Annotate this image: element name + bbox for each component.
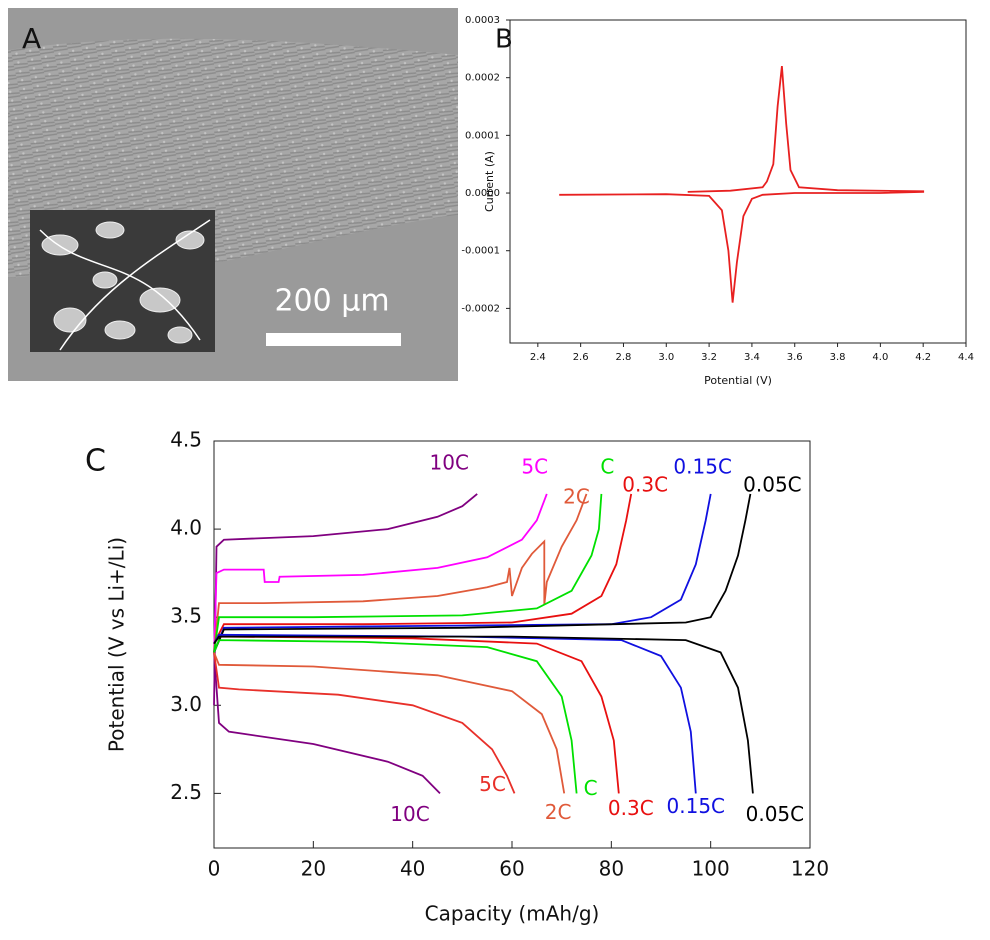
curve-label: 2C — [563, 484, 590, 508]
curve-label: 0.05C — [743, 472, 802, 496]
x-tick-label: 2.8 — [616, 352, 632, 363]
y-tick-label: 3.0 — [170, 692, 202, 716]
curve-label: 10C — [390, 802, 429, 826]
series-line — [213, 493, 548, 653]
curve-label: 0.05C — [746, 802, 805, 826]
x-tick-label: 3.2 — [701, 352, 717, 363]
x-tick-label: 0 — [208, 857, 221, 881]
y-tick-label: 0.0003 — [465, 15, 500, 26]
curve-label: 10C — [430, 450, 469, 474]
x-tick-label: 100 — [692, 857, 730, 881]
series-line — [213, 493, 603, 653]
curve-label: C — [600, 454, 614, 478]
x-tick-label: 4.2 — [915, 352, 931, 363]
x-axis-title: Capacity (mAh/g) — [425, 902, 600, 926]
curve-label: 0.15C — [673, 454, 732, 478]
series-line — [213, 639, 578, 794]
y-tick-label: -0.0001 — [461, 246, 500, 257]
y-tick-label: 3.5 — [170, 604, 202, 628]
series-line — [559, 66, 925, 303]
x-tick-label: 2.6 — [573, 352, 589, 363]
x-axis-title: Potential (V) — [704, 374, 772, 387]
curve-label: 0.15C — [667, 794, 726, 818]
series-line — [213, 652, 516, 794]
series-line — [213, 652, 441, 795]
series-line — [213, 652, 566, 794]
x-tick-label: 2.4 — [530, 352, 546, 363]
y-tick-label: 4.0 — [170, 516, 202, 540]
curve-label: 5C — [521, 454, 548, 478]
panel-label: A — [22, 22, 41, 55]
y-tick-label: 4.5 — [170, 428, 202, 452]
x-tick-label: 4.0 — [872, 352, 888, 363]
curve-label: 0.3C — [622, 472, 668, 496]
x-tick-label: 60 — [499, 857, 524, 881]
x-tick-label: 3.4 — [744, 352, 760, 363]
y-axis-title: Potential (V vs Li+/Li) — [105, 537, 129, 752]
x-tick-label: 3.0 — [658, 352, 674, 363]
curve-label: C — [584, 776, 598, 800]
series-line — [213, 635, 620, 794]
x-tick-label: 80 — [599, 857, 624, 881]
series-line — [213, 493, 712, 653]
series-line — [213, 635, 754, 794]
x-tick-label: 120 — [791, 857, 829, 881]
panel-label: C — [85, 444, 106, 479]
plot-frame — [509, 19, 967, 344]
x-tick-label: 4.4 — [958, 352, 974, 363]
sem-image — [8, 8, 458, 381]
x-tick-label: 3.6 — [787, 352, 803, 363]
x-tick-label: 20 — [301, 857, 326, 881]
scale-bar-label: 200 μm — [274, 284, 389, 319]
series-line — [213, 493, 752, 653]
series-line — [213, 493, 478, 706]
series-line — [213, 493, 588, 653]
curve-label: 0.3C — [608, 796, 654, 820]
series-line — [213, 493, 633, 645]
x-tick-label: 3.8 — [830, 352, 846, 363]
y-tick-label: -0.0002 — [461, 303, 500, 314]
y-tick-label: 0.0000 — [465, 188, 500, 199]
y-tick-label: 2.5 — [170, 780, 202, 804]
series-line — [213, 633, 697, 794]
y-tick-label: 0.0002 — [465, 73, 500, 84]
y-axis-title: Current (A) — [483, 151, 496, 212]
panel-label: B — [495, 25, 513, 55]
y-tick-label: 0.0001 — [465, 130, 500, 141]
curve-label: 5C — [479, 772, 506, 796]
curve-label: 2C — [545, 800, 572, 824]
x-tick-label: 40 — [400, 857, 425, 881]
